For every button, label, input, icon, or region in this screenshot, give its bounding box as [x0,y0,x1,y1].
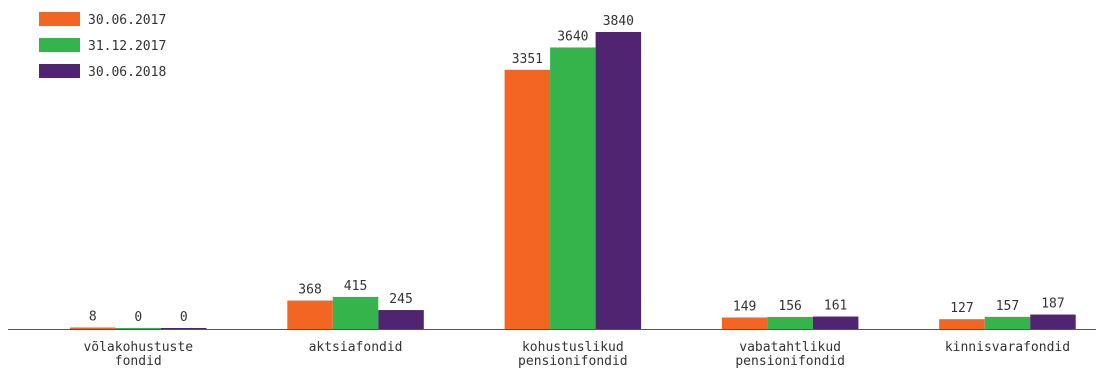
value-label: 245 [389,292,412,307]
category-label-line: kinnisvarafondid [945,340,1070,355]
bar-1-1 [70,327,116,329]
bar-2-3 [378,310,424,329]
category-label: kohustuslikud pensionifondid [518,340,628,369]
category-label-line: võlakohustuste [83,340,193,355]
category-label: aktsiafondid [309,340,403,355]
bar-2-1 [287,300,333,329]
bar-4-3 [812,316,859,329]
bar-3-2 [550,47,596,329]
bar-4-1 [721,317,768,329]
legend-label: 30.06.2017 [88,13,166,28]
bar-1-3 [161,328,207,329]
value-label: 127 [950,301,973,316]
category-label-line: pensionifondid [518,354,628,369]
legend-swatch [39,38,80,52]
value-label: 156 [778,299,801,314]
category-label-line: aktsiafondid [309,340,403,355]
bar-5-1 [939,319,985,329]
value-label: 3640 [557,29,588,44]
value-label: 8 [89,310,97,325]
bar-3-1 [504,69,551,329]
category-label-line: pensionifondid [735,354,845,369]
value-label: 3351 [512,52,543,67]
category-label-line: kohustuslikud [522,340,624,355]
legend: 30.06.2017 31.12.2017 30.06.2018 [39,12,166,80]
legend-swatch [39,64,80,78]
value-label: 187 [1041,297,1064,312]
value-label: 0 [134,310,142,325]
value-label: 3840 [603,14,634,29]
category-label-line: vabatahtlikud [739,340,841,355]
legend-swatch [39,12,80,26]
category-label-line: fondid [115,354,162,369]
legend-label: 30.06.2018 [88,65,166,80]
value-label: 157 [996,299,1019,314]
category-label: võlakohustuste fondid [83,340,193,369]
value-label: 415 [344,279,367,294]
legend-label: 31.12.2017 [88,39,166,54]
category-label: vabatahtlikud pensionifondid [735,340,845,369]
bar-4-2 [767,316,813,329]
value-label: 0 [180,310,188,325]
bar-5-2 [984,316,1031,329]
value-labels: 8 0 0 368 415 245 3351 3640 3840 149 156 161 127 157 1… [89,14,1065,325]
bar-3-3 [595,32,642,329]
bars [70,32,1076,329]
category-label: kinnisvarafondid [945,340,1070,355]
value-label: 149 [733,299,756,314]
category-labels: võlakohustuste fondid aktsiafondid kohustus… [83,340,1070,369]
bar-2-2 [332,296,379,329]
bar-1-2 [115,328,161,329]
value-label: 368 [298,283,321,298]
bar-5-3 [1030,314,1076,329]
value-label: 161 [824,299,847,314]
